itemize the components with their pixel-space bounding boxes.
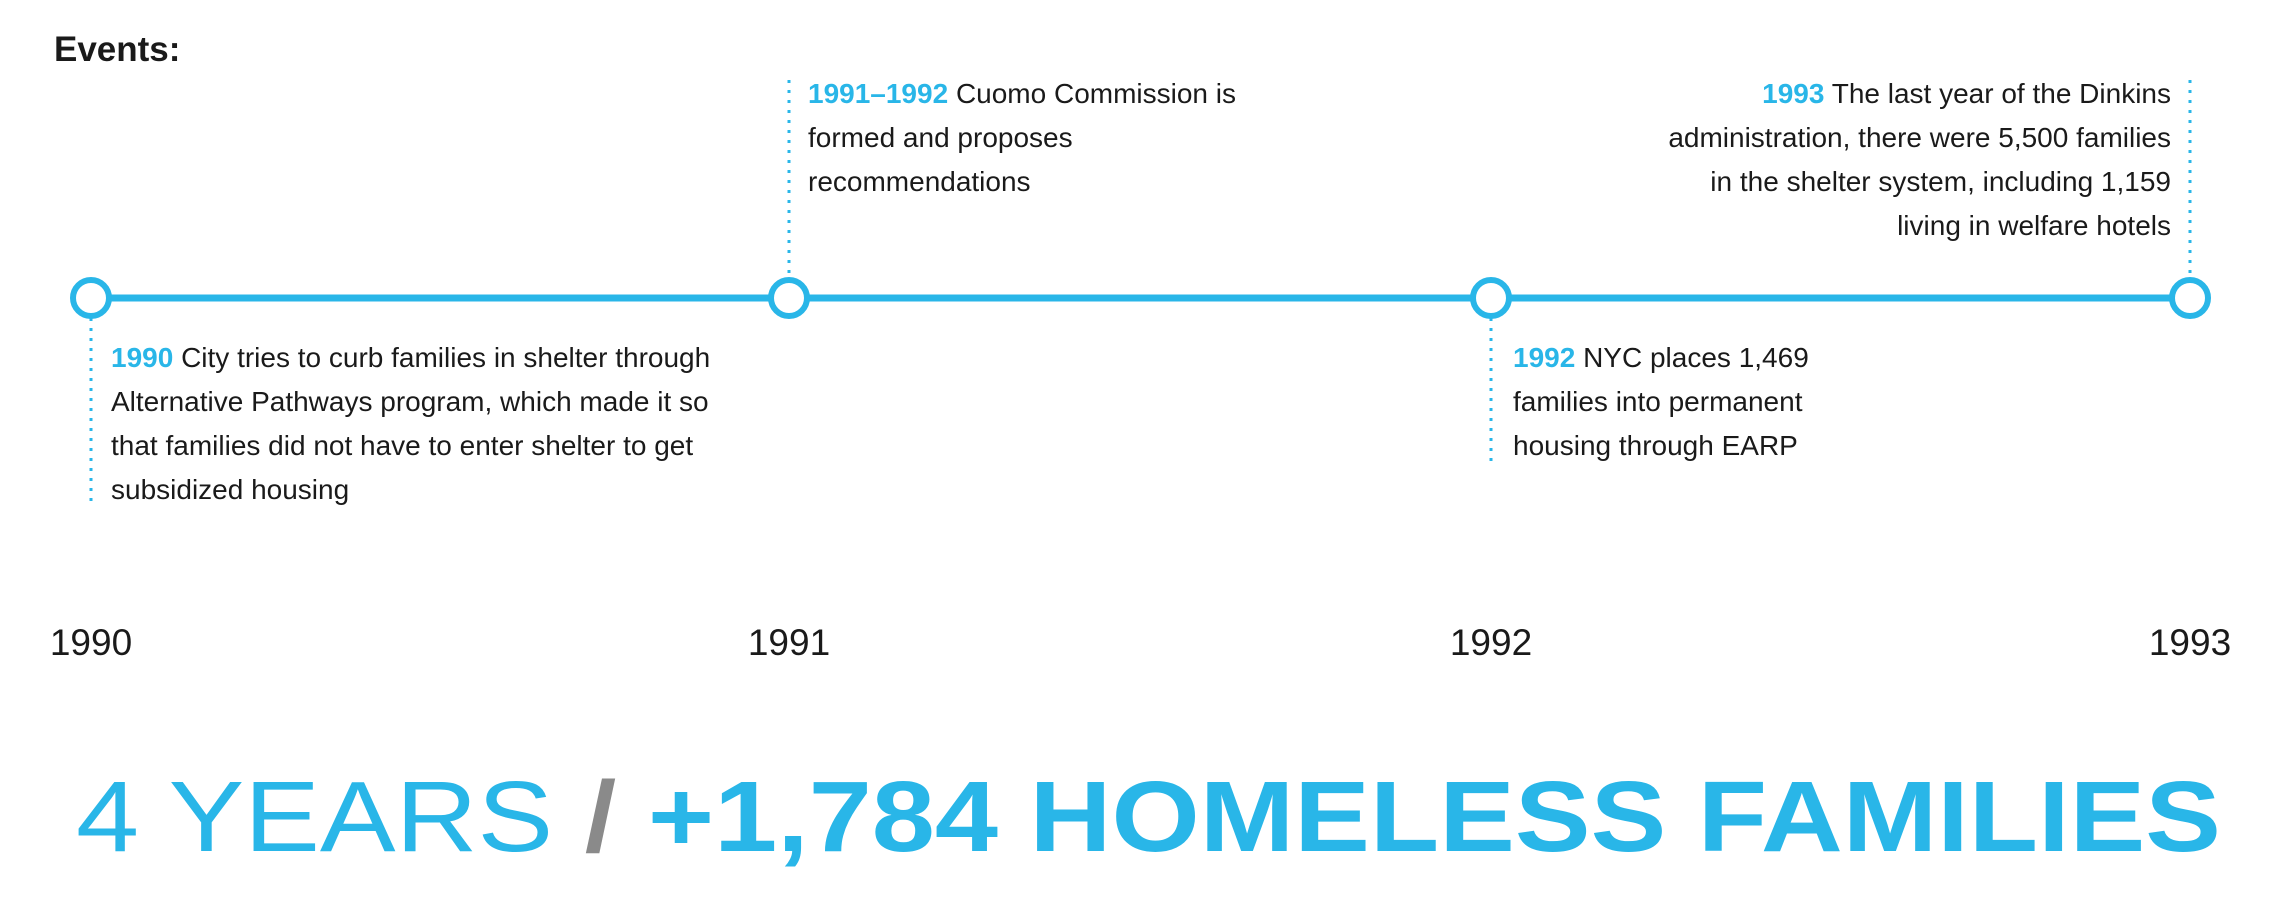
event-year: 1993 <box>1762 78 1825 109</box>
marker <box>1470 277 1512 319</box>
axis-label: 1990 <box>49 622 133 663</box>
event-text: NYC places 1,469 families into permanent… <box>1513 342 1809 461</box>
marker <box>70 277 112 319</box>
axis-label: 1993 <box>2148 622 2232 663</box>
event-text: City tries to curb families in shelter t… <box>111 342 711 505</box>
footer: 4 YEARS / +1,784 HOMELESS FAMILIES <box>76 761 2221 873</box>
axis-label: 1992 <box>1449 622 1533 663</box>
footer-separator: / <box>585 761 617 873</box>
event: 1993 The last year of the Dinkins admini… <box>1661 72 2171 248</box>
axis-label: 1991 <box>747 622 831 663</box>
event: 1990 City tries to curb families in shel… <box>111 336 731 512</box>
footer-years: 4 YEARS <box>76 761 553 873</box>
markers <box>70 277 2211 319</box>
event: 1992 NYC places 1,469 families into perm… <box>1513 336 1873 468</box>
event-year: 1992 <box>1513 342 1576 373</box>
event-text: The last year of the Dinkins administrat… <box>1668 78 2171 241</box>
event-text: Cuomo Commission is formed and proposes … <box>808 78 1237 197</box>
event: 1991–1992 Cuomo Commission is formed and… <box>808 72 1288 204</box>
connectors <box>89 80 2192 508</box>
footer-headline: +1,784 HOMELESS FAMILIES <box>648 761 2221 873</box>
title: Events: <box>54 30 181 69</box>
marker <box>2169 277 2211 319</box>
marker <box>768 277 810 319</box>
event-year: 1990 <box>111 342 174 373</box>
event-year: 1991–1992 <box>808 78 949 109</box>
